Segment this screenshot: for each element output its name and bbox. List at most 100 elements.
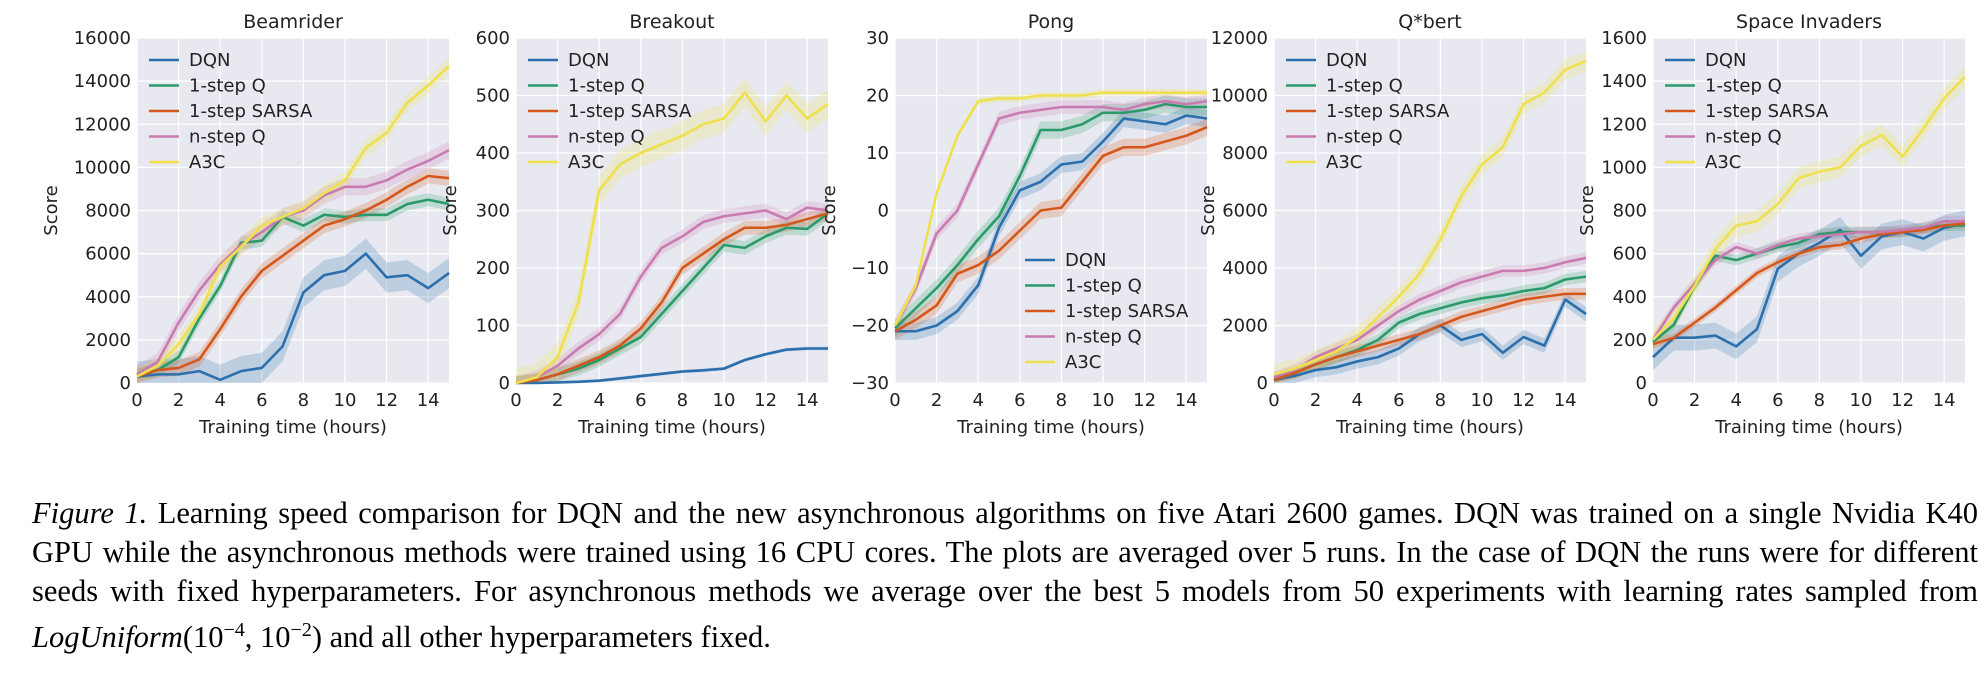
y-axis-label: Score (819, 185, 840, 235)
x-axis-label: Training time (hours) (1335, 417, 1524, 438)
line-1-step-sarsa (136, 174, 450, 378)
legend-entry-1-step-q: 1-step Q (1705, 76, 1782, 97)
x-tick-label: 0 (889, 390, 900, 411)
chart-space-invaders: 0 200 400 600 800 1000 1200 1400 1600 0 2 4 6 8 10 12 14… (1577, 11, 1966, 438)
y-tick-label: 0 (120, 373, 131, 394)
y-tick-label: 100 (476, 316, 510, 337)
x-tick-label: 4 (214, 390, 225, 411)
x-tick-label: 14 (1933, 390, 1956, 411)
chart-title: Pong (1028, 11, 1075, 33)
y-tick-label: 14000 (74, 71, 131, 92)
line-dqn (136, 252, 450, 382)
x-tick-label: 10 (334, 390, 357, 411)
legend: DQN 1-step Q 1-step SARSA n-step Q A3C (1665, 50, 1829, 173)
y-tick-label: 200 (1613, 330, 1647, 351)
legend-entry-dqn: DQN (1065, 250, 1107, 271)
x-tick-label: 6 (1393, 390, 1404, 411)
chart-title: Beamrider (243, 11, 343, 33)
x-tick-label: 12 (1512, 390, 1535, 411)
y-tick-label: 1200 (1601, 114, 1647, 135)
x-tick-label: 6 (635, 390, 646, 411)
y-tick-label: 4000 (1222, 258, 1268, 279)
y-axis-label: Score (1198, 185, 1219, 235)
line-1-step-sarsa (1273, 292, 1586, 382)
x-tick-label: 0 (131, 390, 142, 411)
caption-label: Figure 1. (32, 496, 148, 530)
x-tick-label: 6 (256, 390, 267, 411)
y-tick-label: 200 (476, 258, 510, 279)
legend-entry-dqn: DQN (1326, 50, 1368, 71)
line-a3c (515, 91, 829, 385)
legend-entry-n-step-q: n-step Q (1065, 327, 1142, 348)
line-n-step-q (1273, 256, 1587, 379)
chart-breakout: 0 100 200 300 400 500 600 0 2 4 6 8 10 12 14 Breakout Tr… (440, 11, 829, 438)
legend: DQN 1-step Q 1-step SARSA n-step Q A3C (149, 50, 313, 173)
legend-entry-a3c: A3C (189, 152, 225, 173)
chart-q-bert: 0 2000 4000 6000 8000 10000 12000 0 2 4 6 8 10 12 14 Q*… (1198, 11, 1587, 438)
y-tick-label: 12000 (1211, 28, 1268, 49)
line-1-step-sarsa (1652, 222, 1966, 346)
line-a3c (893, 91, 1207, 327)
band-1-step-q (516, 206, 828, 383)
legend-entry-n-step-q: n-step Q (189, 127, 266, 148)
x-tick-label: 8 (1814, 390, 1825, 411)
legend-entry-1-step-q: 1-step Q (1065, 276, 1142, 297)
legend-entry-1-step-q: 1-step Q (1326, 76, 1403, 97)
y-tick-label: 400 (476, 143, 510, 164)
x-tick-label: 2 (1689, 390, 1700, 411)
x-tick-label: 0 (1647, 390, 1658, 411)
x-tick-label: 4 (1730, 390, 1741, 411)
chart-title: Space Invaders (1736, 11, 1882, 33)
y-tick-label: 1400 (1601, 71, 1647, 92)
y-tick-label: 2000 (1222, 316, 1268, 337)
y-tick-label: 0 (878, 201, 889, 222)
legend-entry-dqn: DQN (1705, 50, 1747, 71)
y-tick-label: 500 (476, 86, 510, 107)
y-tick-label: 800 (1613, 201, 1647, 222)
caption-math-mid: , 10 (244, 620, 291, 655)
line-1-step-sarsa (894, 125, 1208, 333)
legend-entry-1-step-sarsa: 1-step SARSA (189, 101, 313, 122)
y-tick-label: 10000 (74, 157, 131, 178)
legend-entry-n-step-q: n-step Q (1705, 127, 1782, 148)
x-tick-label: 14 (1175, 390, 1198, 411)
legend-entry-a3c: A3C (1326, 152, 1362, 173)
y-tick-label: 300 (476, 201, 510, 222)
x-tick-label: 10 (713, 390, 736, 411)
y-tick-label: 4000 (85, 287, 131, 308)
x-tick-label: 12 (1133, 390, 1156, 411)
y-tick-label: 8000 (85, 201, 131, 222)
band-1-step-sarsa (895, 118, 1207, 340)
legend-entry-1-step-sarsa: 1-step SARSA (1705, 101, 1829, 122)
y-tick-label: 16000 (74, 28, 131, 49)
legend: DQN 1-step Q 1-step SARSA n-step Q A3C (528, 50, 692, 173)
y-tick-label: −30 (851, 373, 889, 394)
y-tick-label: 20 (866, 86, 889, 107)
chart-title: Breakout (629, 11, 714, 33)
line-a3c (1273, 59, 1587, 376)
caption-math-close: ) (311, 620, 322, 655)
x-tick-label: 10 (1850, 390, 1873, 411)
y-tick-label: 1600 (1601, 28, 1647, 49)
x-axis-label: Training time (hours) (577, 417, 766, 438)
line-n-step-q (1651, 219, 1965, 341)
band-dqn (137, 238, 449, 383)
y-tick-label: 6000 (1222, 201, 1268, 222)
x-tick-label: 2 (173, 390, 184, 411)
line-a3c (136, 65, 450, 378)
caption-math-function: LogUniform (32, 620, 183, 655)
legend-entry-a3c: A3C (1065, 352, 1101, 373)
y-tick-label: 10000 (1211, 86, 1268, 107)
legend-entry-n-step-q: n-step Q (568, 127, 645, 148)
legend-entry-1-step-q: 1-step Q (568, 76, 645, 97)
x-tick-label: 2 (552, 390, 563, 411)
legend-entry-dqn: DQN (568, 50, 610, 71)
x-axis-label: Training time (hours) (1714, 417, 1903, 438)
x-tick-label: 14 (1554, 390, 1577, 411)
x-tick-label: 8 (1435, 390, 1446, 411)
x-tick-label: 4 (972, 390, 983, 411)
x-tick-label: 6 (1772, 390, 1783, 411)
line-1-step-q (894, 102, 1207, 330)
y-tick-label: 0 (1257, 373, 1268, 394)
line-1-step-q (136, 198, 450, 376)
